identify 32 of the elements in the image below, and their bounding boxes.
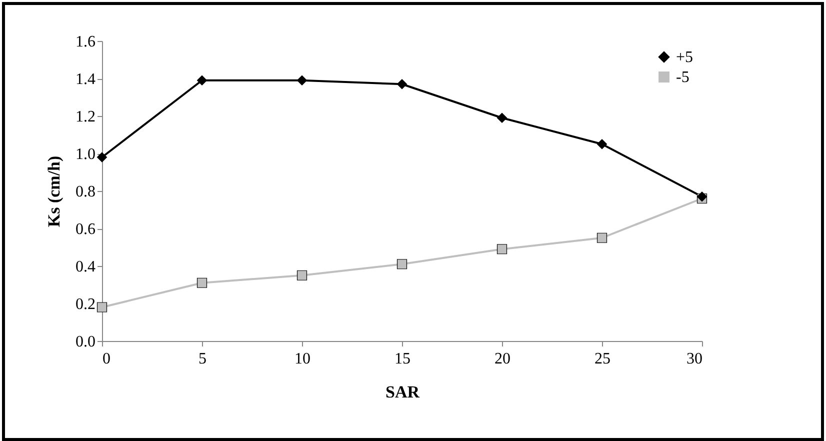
x-tick-label: 20	[494, 350, 510, 368]
point	[396, 79, 408, 90]
x-tick-label: 10	[294, 350, 310, 368]
point	[96, 302, 108, 312]
x-tick-label: 5	[198, 350, 206, 368]
point	[496, 244, 508, 254]
y-tick-label: 1.4	[76, 71, 96, 88]
y-tick-label: 0.2	[76, 296, 96, 313]
x-tick-label: 25	[594, 350, 610, 368]
y-tick-label: 0.0	[76, 334, 96, 350]
y-tick-label: 1.6	[76, 34, 96, 50]
legend-label: +5	[676, 49, 694, 66]
y-tick-label: 1.2	[76, 108, 96, 126]
legend-label: -5	[676, 69, 690, 86]
y-tick-label: 0.4	[76, 258, 96, 276]
x-tick-label: 15	[394, 350, 410, 368]
point	[396, 259, 408, 270]
point	[596, 232, 608, 243]
x-tick-label: 30	[686, 350, 702, 368]
x-axis-title: SAR	[385, 382, 420, 402]
point	[296, 75, 308, 86]
point	[196, 278, 208, 288]
point	[596, 139, 608, 150]
point	[296, 270, 308, 280]
point	[196, 75, 208, 86]
point	[496, 112, 508, 123]
y-axis-title: Ks (cm/h)	[44, 156, 64, 228]
y-tick-label: 0.8	[76, 184, 96, 200]
y-tick-label: 1.0	[76, 146, 96, 163]
y-tick-label: 0.6	[76, 221, 96, 238]
point	[96, 152, 108, 162]
x-tick-label: 0	[102, 350, 110, 368]
